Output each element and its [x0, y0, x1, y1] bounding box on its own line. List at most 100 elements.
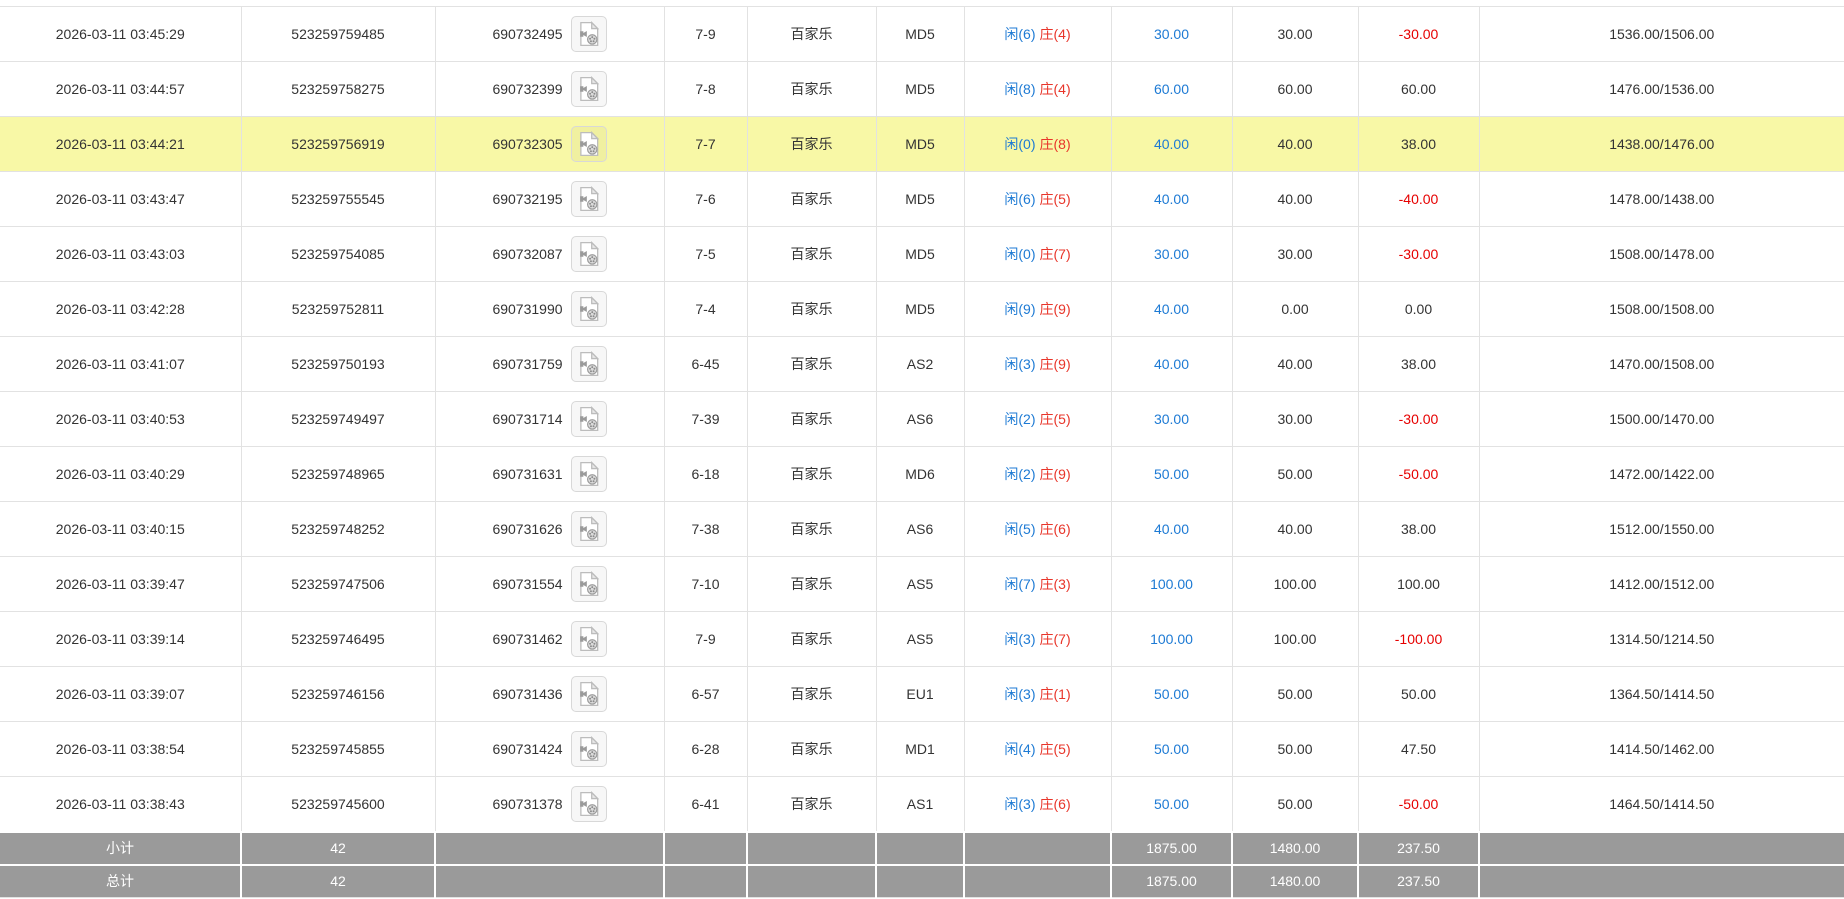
table-row[interactable]: 2026-03-11 03:44:57 523259758275 6907323…	[0, 61, 1844, 117]
table-row[interactable]: 2026-03-11 03:42:28 523259752811 6907319…	[0, 281, 1844, 337]
bet-amount-link[interactable]: 40.00	[1153, 136, 1190, 152]
video-replay-icon	[579, 681, 599, 707]
table-row[interactable]: 2026-03-11 03:40:29 523259748965 6907316…	[0, 446, 1844, 502]
bet-amount-link[interactable]: 30.00	[1153, 411, 1190, 427]
table-row[interactable]: 2026-03-11 03:43:47 523259755545 6907321…	[0, 171, 1844, 227]
bet-amount-link[interactable]: 100.00	[1150, 576, 1193, 592]
table-row[interactable]: 2026-03-11 03:43:03 523259754085 6907320…	[0, 226, 1844, 282]
table-row[interactable]: 2026-03-11 03:38:43 523259745600 6907313…	[0, 776, 1844, 832]
bet-amount-cell: 50.00	[1111, 776, 1233, 832]
table-number: 6-41	[664, 776, 748, 832]
table-row[interactable]: 2026-03-11 03:39:07 523259746156 6907314…	[0, 666, 1844, 722]
game-round-cell: 690731462	[435, 611, 665, 667]
video-replay-button[interactable]	[570, 291, 607, 327]
summary-win-loss: 237.50	[1358, 863, 1480, 898]
player-result: 闲(2)	[1004, 411, 1036, 427]
table-row[interactable]: 2026-03-11 03:45:29 523259759485 6907324…	[0, 6, 1844, 62]
game-round-cell: 690732195	[435, 171, 665, 227]
bet-amount-cell: 50.00	[1111, 666, 1233, 722]
bet-amount-link[interactable]: 40.00	[1153, 521, 1190, 537]
bet-time: 2026-03-11 03:43:03	[0, 226, 242, 282]
table-row[interactable]: 2026-03-11 03:38:54 523259745855 6907314…	[0, 721, 1844, 777]
player-result: 闲(3)	[1004, 631, 1036, 647]
table-row[interactable]: 2026-03-11 03:41:07 523259750193 6907317…	[0, 336, 1844, 392]
game-type: 百家乐	[747, 556, 877, 612]
win-loss: 50.00	[1358, 666, 1480, 722]
table-row[interactable]: 2026-03-11 03:39:14 523259746495 6907314…	[0, 611, 1844, 667]
valid-amount: 100.00	[1232, 556, 1359, 612]
summary-count: 42	[241, 830, 436, 865]
bet-id: 523259746495	[241, 611, 436, 667]
bet-amount-link[interactable]: 30.00	[1153, 246, 1190, 262]
video-replay-button[interactable]	[570, 566, 607, 602]
balance: 1508.00/1508.00	[1609, 301, 1715, 317]
player-result: 闲(0)	[1004, 136, 1036, 152]
game-result: 闲(2) 庄(5)	[964, 391, 1112, 447]
table-row[interactable]: 2026-03-11 03:44:21 523259756919 6907323…	[0, 116, 1844, 172]
game-round-id: 690731626	[492, 521, 563, 537]
balance: 1314.50/1214.50	[1609, 631, 1715, 647]
bet-amount-link[interactable]: 50.00	[1153, 795, 1190, 812]
table-number: 7-9	[664, 6, 748, 62]
win-loss: 38.00	[1358, 501, 1480, 557]
video-replay-button[interactable]	[570, 71, 607, 107]
video-replay-button[interactable]	[570, 511, 607, 547]
game-round-id: 690732195	[492, 191, 563, 207]
valid-amount: 40.00	[1232, 501, 1359, 557]
bet-amount-link[interactable]: 60.00	[1153, 81, 1190, 97]
table-row[interactable]: 2026-03-11 03:40:53 523259749497 6907317…	[0, 391, 1844, 447]
valid-amount: 30.00	[1232, 391, 1359, 447]
bet-amount-cell: 30.00	[1111, 6, 1233, 62]
table-number: 6-45	[664, 336, 748, 392]
bet-amount-link[interactable]: 50.00	[1153, 466, 1190, 482]
game-round-cell: 690731990	[435, 281, 665, 337]
video-replay-button[interactable]	[570, 16, 607, 52]
table-number: 7-5	[664, 226, 748, 282]
bet-amount-link[interactable]: 100.00	[1150, 631, 1193, 647]
video-replay-button[interactable]	[570, 676, 607, 712]
video-replay-button[interactable]	[570, 236, 607, 272]
win-loss: -40.00	[1358, 171, 1480, 227]
banker-result: 庄(6)	[1039, 795, 1071, 812]
bet-id: 523259756919	[241, 116, 436, 172]
valid-amount: 100.00	[1232, 611, 1359, 667]
balance: 1476.00/1536.00	[1609, 81, 1715, 97]
video-replay-button[interactable]	[570, 785, 607, 822]
table-number: 7-8	[664, 61, 748, 117]
video-replay-button[interactable]	[570, 401, 607, 437]
bet-amount-link[interactable]: 40.00	[1153, 301, 1190, 317]
bet-amount-link[interactable]: 40.00	[1153, 191, 1190, 207]
bet-amount-cell: 40.00	[1111, 116, 1233, 172]
table-row[interactable]: 2026-03-11 03:39:47 523259747506 6907315…	[0, 556, 1844, 612]
player-result: 闲(2)	[1004, 466, 1036, 482]
player-result: 闲(7)	[1004, 576, 1036, 592]
bet-amount-link[interactable]: 40.00	[1153, 356, 1190, 372]
game-result: 闲(0) 庄(7)	[964, 226, 1112, 282]
video-replay-button[interactable]	[570, 621, 607, 657]
banker-result: 庄(3)	[1039, 576, 1071, 592]
valid-amount: 50.00	[1232, 666, 1359, 722]
win-loss: -100.00	[1358, 611, 1480, 667]
bet-amount-link[interactable]: 50.00	[1153, 686, 1190, 702]
video-replay-button[interactable]	[570, 731, 607, 767]
video-replay-icon	[579, 131, 599, 157]
game-round-id: 690732495	[492, 26, 563, 42]
bet-amount-cell: 40.00	[1111, 336, 1233, 392]
banker-result: 庄(4)	[1039, 81, 1071, 97]
video-replay-button[interactable]	[570, 126, 607, 162]
server-code: MD5	[876, 171, 965, 227]
banker-result: 庄(5)	[1039, 411, 1071, 427]
video-replay-icon	[579, 626, 599, 652]
table-number: 6-57	[664, 666, 748, 722]
game-round-id: 690731759	[492, 356, 563, 372]
bet-id: 523259752811	[241, 281, 436, 337]
video-replay-button[interactable]	[570, 456, 607, 492]
table-row[interactable]: 2026-03-11 03:40:15 523259748252 6907316…	[0, 501, 1844, 557]
video-replay-button[interactable]	[570, 181, 607, 217]
bet-time: 2026-03-11 03:43:47	[0, 171, 242, 227]
summary-valid-amount: 1480.00	[1232, 863, 1359, 898]
bet-amount-link[interactable]: 30.00	[1153, 26, 1190, 42]
bet-amount-link[interactable]: 50.00	[1153, 741, 1190, 757]
game-round-cell: 690731626	[435, 501, 665, 557]
video-replay-button[interactable]	[570, 346, 607, 382]
